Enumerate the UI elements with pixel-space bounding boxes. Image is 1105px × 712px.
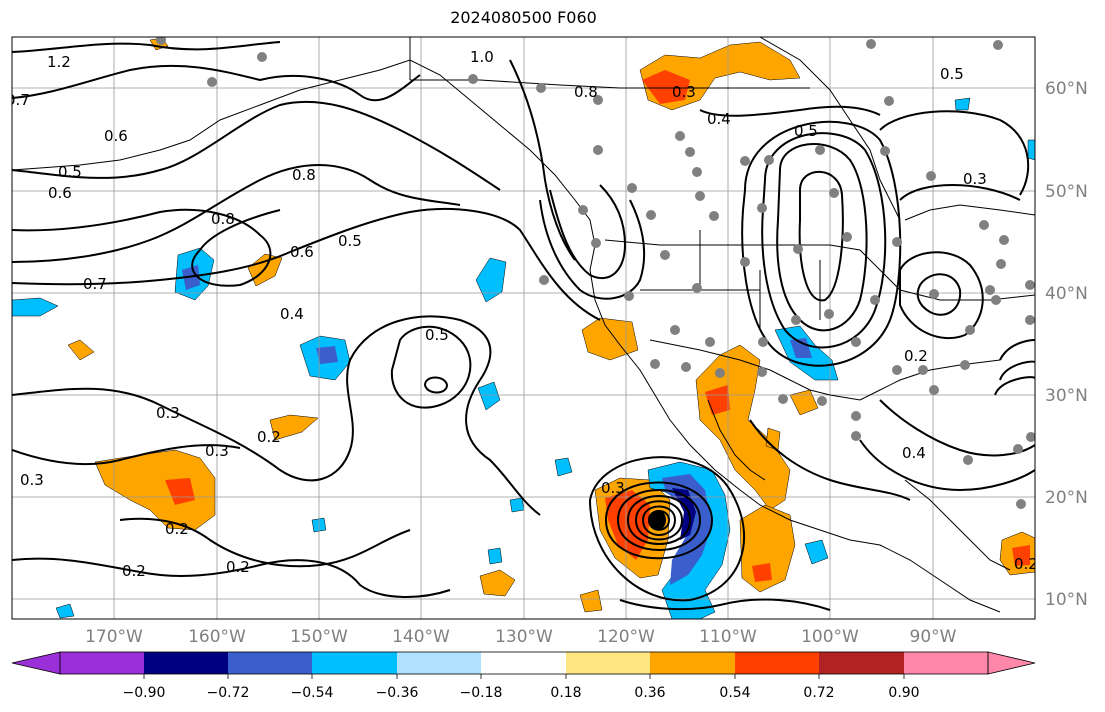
colorbar-label: −0.90 (123, 685, 166, 701)
contour-label: 0.5 (338, 232, 362, 250)
contour-label: 0.2 (1014, 555, 1038, 573)
graticule (12, 37, 1035, 619)
contour-label: 0.8 (292, 166, 316, 184)
colorbar-label: 0.54 (719, 685, 750, 701)
colorbar-swatch (228, 652, 312, 674)
latitude-axis: 60°N 50°N 40°N 30°N 20°N 10°N (1045, 79, 1088, 610)
lat-tick-label: 10°N (1045, 590, 1088, 610)
lon-tick-label: 130°W (495, 627, 553, 647)
colorbar-swatch (144, 652, 228, 674)
contour-label: 0.2 (257, 428, 281, 446)
colorbar-label: −0.72 (207, 685, 250, 701)
colorbar-label: 0.36 (634, 685, 665, 701)
colorbar: −0.90 −0.72 −0.54 −0.36 −0.18 0.18 0.36 … (11, 651, 1036, 701)
contour-label: 0.3 (601, 479, 625, 497)
lat-tick-label: 30°N (1045, 386, 1088, 406)
colorbar-min-triangle (11, 651, 61, 675)
contour-label: 0.4 (902, 444, 926, 462)
colorbar-label: 0.18 (550, 685, 581, 701)
contour-label: 0.7 (83, 275, 107, 293)
cyclone-center (650, 510, 666, 530)
contour-label: 0.2 (165, 520, 189, 538)
contour-label: 0.5 (940, 65, 964, 83)
colorbar-swatch (312, 652, 397, 674)
colorbar-swatch (566, 652, 650, 674)
contour-label: 1.0 (470, 48, 494, 66)
map-title: 2024080500 F060 (450, 8, 597, 27)
contours (12, 41, 1035, 611)
lon-tick-label: 120°W (597, 627, 655, 647)
colorbar-max-triangle (987, 651, 1036, 675)
colorbar-swatch (735, 652, 819, 674)
contour-label: 0.8 (574, 83, 598, 101)
colorbar-swatch (819, 652, 904, 674)
lon-tick-label: 90°W (910, 627, 957, 647)
contour-label: 0.2 (122, 562, 146, 580)
lon-tick-label: 150°W (290, 627, 348, 647)
colorbar-label: −0.54 (291, 685, 334, 701)
colorbar-swatch (650, 652, 735, 674)
contour-label: 0.3 (963, 170, 987, 188)
contour-labels: 1.2 0.7 0.6 0.5 0.6 0.8 0.8 0.6 0.5 0.7 … (6, 48, 1038, 580)
lon-tick-label: 110°W (699, 627, 757, 647)
contour-label: 0.8 (211, 210, 235, 228)
contour-label: 0.3 (205, 442, 229, 460)
contour-label: 0.3 (156, 404, 180, 422)
contour-label: 0.6 (290, 243, 314, 261)
lat-tick-label: 60°N (1045, 79, 1088, 99)
contour-label: 0.6 (104, 127, 128, 145)
contour-label: 0.7 (6, 91, 30, 109)
lon-tick-label: 100°W (801, 627, 859, 647)
contour-label: 0.2 (904, 347, 928, 365)
contour-label: 0.4 (707, 110, 731, 128)
map-panel: 1.2 0.7 0.6 0.5 0.6 0.8 0.8 0.6 0.5 0.7 … (6, 37, 1038, 619)
contour-label: 0.2 (226, 558, 250, 576)
station-dots (156, 37, 1035, 509)
colorbar-swatch (904, 652, 988, 674)
colorbar-label: −0.18 (460, 685, 503, 701)
lon-tick-label: 160°W (188, 627, 246, 647)
lat-tick-label: 20°N (1045, 488, 1088, 508)
map-frame (11, 36, 1036, 620)
contour-label: 0.6 (48, 184, 72, 202)
contour-label: 0.3 (672, 83, 696, 101)
coastlines (12, 37, 1035, 613)
colorbar-swatch (481, 652, 566, 674)
contour-label: 1.2 (47, 53, 71, 71)
lat-tick-label: 40°N (1045, 284, 1088, 304)
colorbar-swatch (60, 652, 144, 674)
lon-tick-label: 170°W (85, 627, 143, 647)
lon-tick-label: 140°W (392, 627, 450, 647)
contour-label: 0.5 (58, 163, 82, 181)
lat-tick-label: 50°N (1045, 182, 1088, 202)
contour-label: 0.4 (280, 305, 304, 323)
contour-label: 0.3 (20, 471, 44, 489)
colorbar-label: 0.90 (888, 685, 919, 701)
colorbar-label: −0.36 (376, 685, 419, 701)
colorbar-label: 0.72 (803, 685, 834, 701)
contour-label: 0.5 (794, 122, 818, 140)
contour-label: 0.5 (425, 326, 449, 344)
longitude-axis: 170°W 160°W 150°W 140°W 130°W 120°W 110°… (85, 627, 957, 647)
colorbar-swatch (397, 652, 481, 674)
